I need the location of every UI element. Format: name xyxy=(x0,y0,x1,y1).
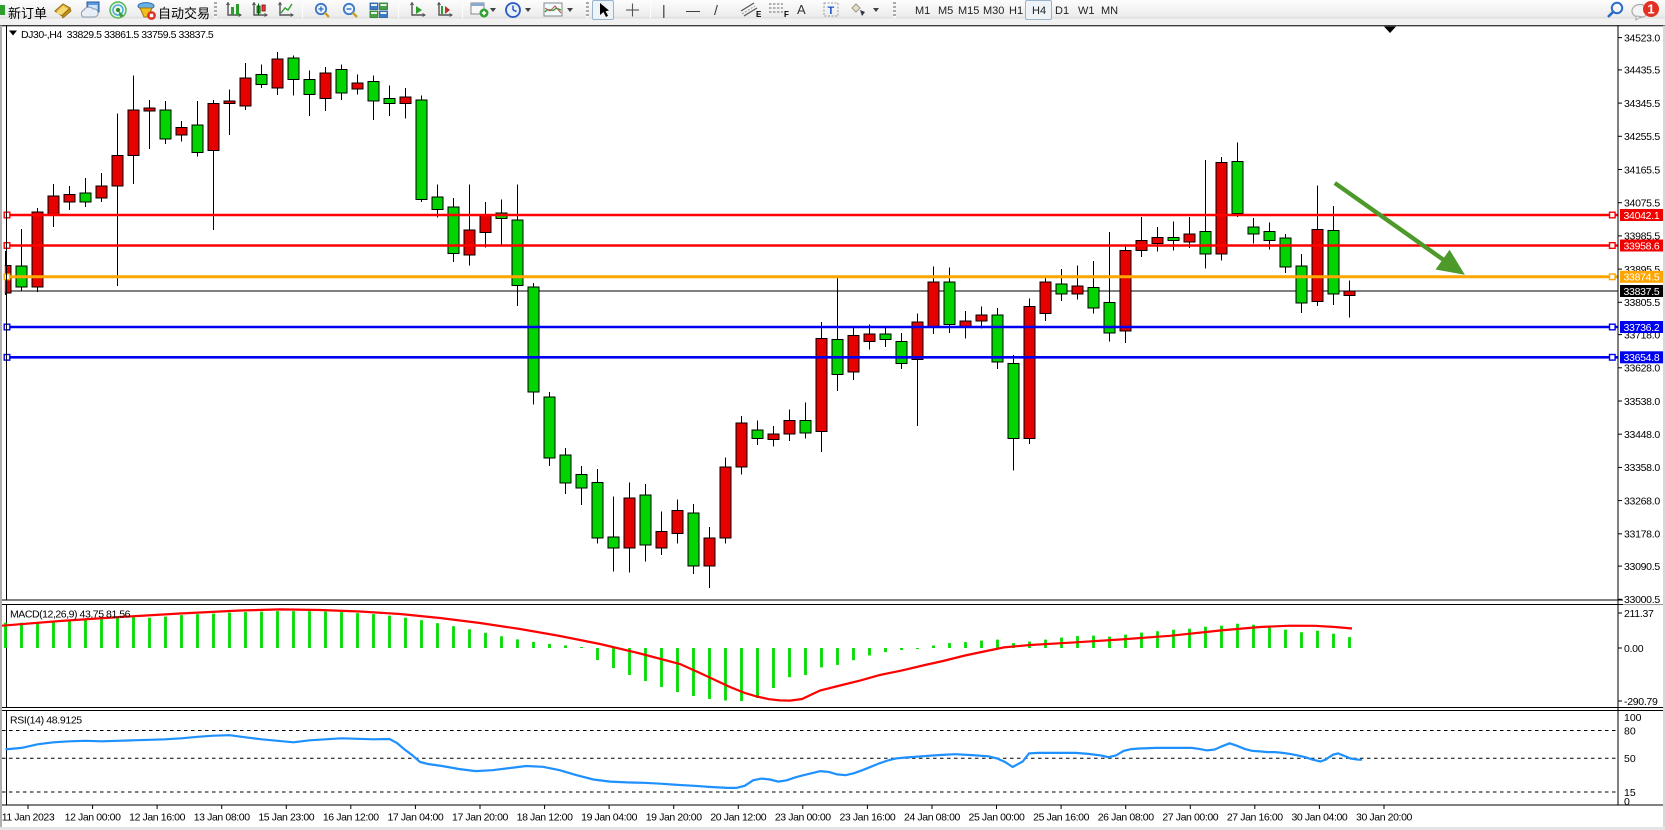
svg-text:30 Jan 20:00: 30 Jan 20:00 xyxy=(1356,812,1412,824)
svg-text:18 Jan 12:00: 18 Jan 12:00 xyxy=(517,812,573,824)
svg-text:17 Jan 20:00: 17 Jan 20:00 xyxy=(452,812,508,824)
svg-text:20 Jan 12:00: 20 Jan 12:00 xyxy=(710,812,766,824)
svg-text:34435.5: 34435.5 xyxy=(1624,65,1660,77)
svg-text:80: 80 xyxy=(1624,725,1636,737)
svg-text:33805.5: 33805.5 xyxy=(1624,297,1660,309)
svg-text:-290.79: -290.79 xyxy=(1624,696,1658,708)
svg-text:26 Jan 08:00: 26 Jan 08:00 xyxy=(1098,812,1154,824)
svg-text:15 Jan 23:00: 15 Jan 23:00 xyxy=(258,812,314,824)
svg-text:12 Jan 16:00: 12 Jan 16:00 xyxy=(129,812,185,824)
svg-text:34255.5: 34255.5 xyxy=(1624,131,1660,143)
svg-text:1: 1 xyxy=(1647,2,1654,17)
svg-text:MACD(12,26,9) 43.75 81.56: MACD(12,26,9) 43.75 81.56 xyxy=(10,609,131,621)
svg-text:25 Jan 16:00: 25 Jan 16:00 xyxy=(1033,812,1089,824)
svg-text:33090.5: 33090.5 xyxy=(1624,561,1660,573)
svg-text:15: 15 xyxy=(1624,787,1636,799)
svg-text:27 Jan 16:00: 27 Jan 16:00 xyxy=(1227,812,1283,824)
svg-text:17 Jan 04:00: 17 Jan 04:00 xyxy=(387,812,443,824)
svg-text:DJ30-,H4 33829.5 33861.5 3375: DJ30-,H4 33829.5 33861.5 33759.5 33837.5 xyxy=(21,29,214,41)
svg-text:11 Jan 2023: 11 Jan 2023 xyxy=(2,812,55,824)
svg-text:24 Jan 08:00: 24 Jan 08:00 xyxy=(904,812,960,824)
svg-text:34165.5: 34165.5 xyxy=(1624,164,1660,176)
svg-text:34345.5: 34345.5 xyxy=(1624,98,1660,110)
svg-text:0: 0 xyxy=(1624,796,1630,808)
svg-text:33958.6: 33958.6 xyxy=(1624,240,1660,252)
svg-text:19 Jan 20:00: 19 Jan 20:00 xyxy=(646,812,702,824)
svg-text:T: T xyxy=(828,5,835,17)
svg-text:33000.5: 33000.5 xyxy=(1624,594,1660,606)
svg-text:33654.8: 33654.8 xyxy=(1624,352,1660,364)
svg-text:RSI(14) 48.9125: RSI(14) 48.9125 xyxy=(10,715,82,727)
svg-text:33837.5: 33837.5 xyxy=(1624,286,1660,298)
svg-text:23 Jan 16:00: 23 Jan 16:00 xyxy=(839,812,895,824)
svg-text:23 Jan 00:00: 23 Jan 00:00 xyxy=(775,812,831,824)
svg-text:34042.1: 34042.1 xyxy=(1624,210,1660,222)
svg-text:30 Jan 04:00: 30 Jan 04:00 xyxy=(1291,812,1347,824)
svg-text:33448.0: 33448.0 xyxy=(1624,429,1660,441)
svg-text:19 Jan 04:00: 19 Jan 04:00 xyxy=(581,812,637,824)
svg-text:16 Jan 12:00: 16 Jan 12:00 xyxy=(323,812,379,824)
svg-text:34075.5: 34075.5 xyxy=(1624,198,1660,210)
svg-text:13 Jan 08:00: 13 Jan 08:00 xyxy=(194,812,250,824)
svg-text:211.37: 211.37 xyxy=(1624,608,1654,620)
svg-text:33538.0: 33538.0 xyxy=(1624,396,1660,408)
svg-text:100: 100 xyxy=(1624,712,1642,724)
svg-text:33736.2: 33736.2 xyxy=(1624,322,1660,334)
svg-text:33268.0: 33268.0 xyxy=(1624,495,1660,507)
svg-text:12 Jan 00:00: 12 Jan 00:00 xyxy=(65,812,121,824)
svg-text:33358.0: 33358.0 xyxy=(1624,462,1660,474)
svg-text:33178.0: 33178.0 xyxy=(1624,529,1660,541)
svg-text:33874.5: 33874.5 xyxy=(1624,272,1660,284)
svg-text:25 Jan 00:00: 25 Jan 00:00 xyxy=(969,812,1025,824)
svg-text:E: E xyxy=(756,10,762,18)
svg-text:34523.0: 34523.0 xyxy=(1624,32,1660,44)
svg-text:50: 50 xyxy=(1624,753,1636,765)
svg-text:0.00: 0.00 xyxy=(1624,643,1644,655)
svg-text:F: F xyxy=(784,10,789,18)
svg-text:27 Jan 00:00: 27 Jan 00:00 xyxy=(1162,812,1218,824)
svg-text:33628.0: 33628.0 xyxy=(1624,363,1660,375)
